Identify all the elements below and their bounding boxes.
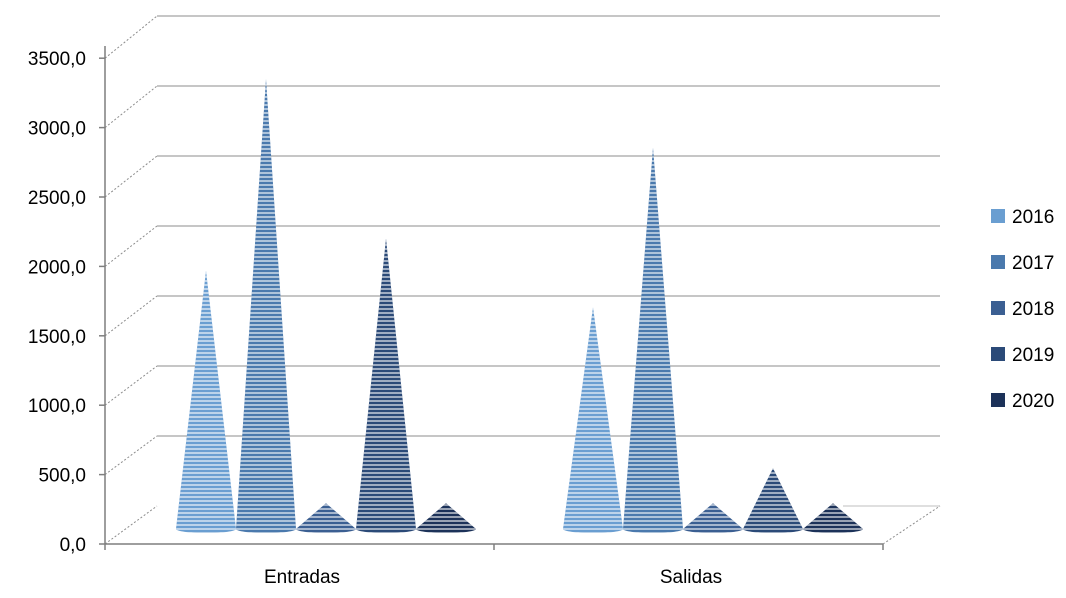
cone-2019-entradas [356,238,416,533]
cone-shading [296,503,356,533]
legend-label: 2019 [1012,345,1054,366]
cone-shading [743,468,803,533]
cone-shading [563,307,623,533]
grid-lines [104,15,941,545]
cone-2018-entradas [296,503,356,533]
floor-side-edge [882,505,941,545]
cone-shading [803,503,863,533]
cone-shading [623,147,683,533]
perspective-line [104,505,158,545]
cone-2019-salidas [743,468,803,533]
legend-item-2016: 2016 [991,207,1054,228]
perspective-line [104,365,158,406]
legend-swatch [991,301,1005,315]
cone-shading [416,503,476,533]
legend-label: 2020 [1012,391,1054,412]
cone-2017-salidas [623,147,683,533]
cone-2017-entradas [236,79,296,533]
y-tick-label: 3500,0 [28,49,86,70]
perspective-line [104,15,158,59]
legend-swatch [991,393,1005,407]
cone-2016-salidas [563,307,623,533]
cone-2018-salidas [683,503,743,533]
cone-2016-entradas [176,270,236,533]
y-tick-label: 2000,0 [28,257,86,278]
y-tick-label: 2500,0 [28,188,86,209]
legend-swatch [991,347,1005,361]
perspective-line [104,295,158,337]
legend-label: 2016 [1012,207,1054,228]
legend-swatch [991,209,1005,223]
x-axis-category-labels: Entradas Salidas [264,567,722,588]
cone-2020-salidas [803,503,863,533]
cone-shading [683,503,743,533]
legend-item-2019: 2019 [991,345,1054,366]
axes [99,46,884,550]
category-label-salidas: Salidas [660,567,722,588]
y-tick-label: 500,0 [38,466,86,487]
legend-item-2018: 2018 [991,299,1054,320]
cone-shading [236,79,296,533]
legend-item-2020: 2020 [991,391,1054,412]
legend-label: 2017 [1012,253,1054,274]
perspective-line [104,85,158,128]
legend: 2016 2017 2018 2019 2020 [991,207,1054,412]
perspective-line [104,435,158,476]
cone-shading [356,238,416,533]
chart-cones [176,79,863,533]
y-tick-label: 1500,0 [28,327,86,348]
cone-2020-entradas [416,503,476,533]
legend-label: 2018 [1012,299,1054,320]
y-tick-label: 0,0 [60,535,86,556]
cone-shading [176,270,236,533]
y-axis-tick-labels: 0,0 500,0 1000,0 1500,0 2000,0 2500,0 3000,0 35… [28,49,86,556]
legend-swatch [991,255,1005,269]
legend-item-2017: 2017 [991,253,1054,274]
perspective-line [104,225,158,267]
y-tick-label: 3000,0 [28,119,86,140]
category-label-entradas: Entradas [264,567,340,588]
y-tick-label: 1000,0 [28,396,86,417]
perspective-line [104,155,158,198]
